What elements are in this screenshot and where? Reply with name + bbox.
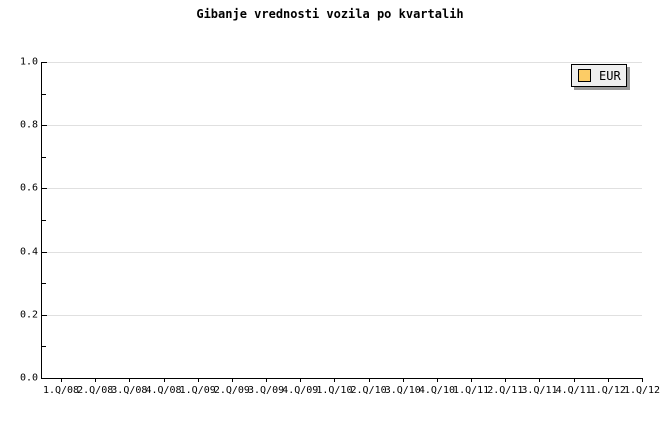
- x-axis-label: 3.Q/09: [247, 385, 285, 396]
- gridline: [45, 125, 642, 127]
- x-major-tick: [334, 378, 336, 382]
- x-major-tick: [539, 378, 541, 382]
- x-axis-label: 1.Q/09: [179, 385, 216, 396]
- y-major-tick: [42, 378, 47, 379]
- x-axis-label: 4.Q/10: [418, 385, 455, 396]
- x-major-tick: [607, 378, 609, 382]
- x-axis-label: 3.Q/08: [111, 385, 148, 396]
- y-axis-label: 0.8: [19, 119, 38, 131]
- y-axis-label: 0.4: [19, 246, 38, 258]
- x-major-tick: [300, 378, 302, 382]
- gridline: [45, 314, 642, 316]
- y-minor-tick: [42, 93, 46, 95]
- x-axis-label: 3.Q/11: [521, 385, 558, 396]
- gridline: [45, 251, 642, 253]
- x-axis-label: 2.Q/08: [77, 385, 114, 396]
- x-major-tick: [436, 378, 438, 382]
- y-axis-label: 0.6: [19, 182, 38, 194]
- x-major-tick: [402, 378, 404, 382]
- x-major-tick: [266, 378, 268, 382]
- x-major-tick: [61, 378, 62, 382]
- y-minor-tick: [42, 283, 46, 285]
- x-axis-label: 1.Q/08: [42, 385, 80, 396]
- x-major-tick: [505, 378, 507, 382]
- plot-area: 1.0 0.8 0.6 0.4 0.2 0.0 1.Q/08 2.Q/08 3.Q/08 4.Q…: [20, 57, 660, 397]
- x-axis-label: 4.Q/11: [555, 385, 592, 396]
- y-axis-label: 0.2: [19, 309, 38, 321]
- y-major-tick: [42, 62, 47, 63]
- y-axis-label: 0.0: [19, 372, 38, 384]
- legend-swatch-icon: [578, 69, 591, 82]
- x-axis-label: 1.Q/12: [589, 385, 626, 396]
- y-major-tick: [42, 125, 47, 127]
- legend-box: EUR: [571, 64, 627, 87]
- chart-title: Gibanje vrednosti vozila po kvartalih: [196, 7, 464, 21]
- x-axis-label: 4.Q/08: [145, 385, 182, 396]
- y-minor-tick: [42, 156, 46, 158]
- x-axis-label: 1.Q/11: [453, 385, 490, 396]
- x-axis-label: 2.Q/10: [350, 385, 387, 396]
- gridline: [45, 62, 642, 63]
- x-axis-label: 4.Q/09: [282, 385, 319, 396]
- y-axis-label: 1.0: [19, 56, 38, 68]
- y-major-tick: [42, 188, 47, 190]
- y-minor-tick: [42, 346, 46, 348]
- x-major-tick: [642, 378, 643, 382]
- x-axis-label: 1.Q/12: [623, 385, 660, 396]
- x-axis-label: 1.Q/10: [316, 385, 353, 396]
- x-major-tick: [197, 378, 199, 382]
- x-major-tick: [471, 378, 473, 382]
- x-axis-label: 2.Q/11: [487, 385, 524, 396]
- legend-label: EUR: [599, 68, 621, 83]
- x-axis-label: 3.Q/10: [384, 385, 421, 396]
- y-major-tick: [42, 314, 47, 316]
- x-major-tick: [573, 378, 575, 382]
- gridline: [45, 188, 642, 190]
- y-major-tick: [42, 251, 47, 253]
- x-major-tick: [368, 378, 370, 382]
- x-axis-label: 2.Q/09: [213, 385, 250, 396]
- x-major-tick: [95, 378, 97, 382]
- x-major-tick: [129, 378, 131, 382]
- y-minor-tick: [42, 220, 46, 221]
- x-major-tick: [231, 378, 233, 382]
- x-major-tick: [163, 378, 165, 382]
